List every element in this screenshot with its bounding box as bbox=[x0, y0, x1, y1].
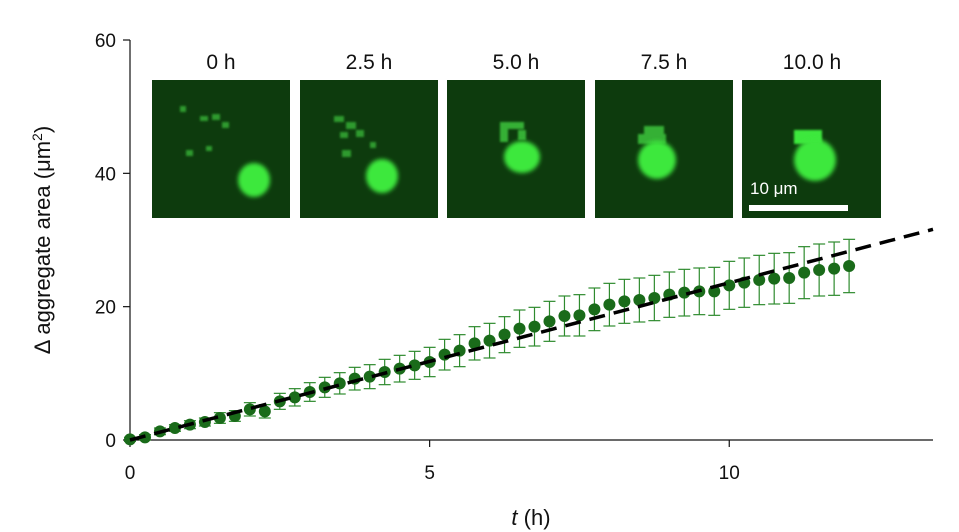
panel-label-3: 7.5 h bbox=[641, 51, 688, 74]
data-point-27 bbox=[528, 320, 541, 333]
data-point-23 bbox=[468, 337, 481, 350]
data-point-35 bbox=[648, 292, 661, 304]
data-point-40 bbox=[723, 279, 736, 292]
panel-label-0: 0 h bbox=[206, 51, 235, 74]
data-point-25 bbox=[498, 328, 511, 341]
y-ticks: 0 20 40 60 bbox=[95, 31, 130, 452]
data-point-29 bbox=[558, 310, 571, 322]
data-point-6 bbox=[213, 412, 226, 424]
data-point-9 bbox=[258, 405, 271, 418]
data-point-34 bbox=[633, 294, 646, 306]
micrograph-3 bbox=[595, 80, 733, 218]
y-tick-label-2: 40 bbox=[95, 164, 116, 185]
panel-label-4: 10.0 h bbox=[783, 51, 841, 74]
data-point-30 bbox=[573, 309, 586, 322]
micrograph-4: 10 μm bbox=[742, 80, 881, 218]
y-tick-label-3: 60 bbox=[95, 31, 116, 52]
data-point-32 bbox=[603, 298, 616, 311]
micrograph-2 bbox=[447, 80, 585, 218]
x-tick-label-0: 0 bbox=[125, 463, 136, 484]
data-point-43 bbox=[768, 272, 781, 285]
data-point-31 bbox=[588, 303, 601, 316]
scale-bar-label: 10 μm bbox=[750, 179, 798, 198]
panel-label-1: 2.5 h bbox=[346, 51, 393, 74]
panel-label-2: 5.0 h bbox=[493, 51, 540, 74]
y-tick-label-1: 20 bbox=[95, 298, 116, 319]
data-point-26 bbox=[513, 322, 526, 335]
data-point-28 bbox=[543, 315, 556, 328]
inset-panels: 0 h 2.5 h 5.0 h 7.5 h 10.0 h bbox=[152, 51, 881, 218]
data-point-11 bbox=[288, 391, 301, 404]
data-point-16 bbox=[363, 370, 376, 383]
scale-bar bbox=[749, 205, 848, 211]
y-tick-label-0: 0 bbox=[105, 431, 116, 452]
data-point-42 bbox=[753, 274, 766, 286]
data-point-47 bbox=[828, 262, 841, 275]
micrograph-0 bbox=[152, 80, 290, 218]
x-ticks: 0 5 10 bbox=[125, 440, 740, 484]
data-point-8 bbox=[243, 403, 256, 416]
y-axis-title: Δ aggregate area (μm2) bbox=[29, 126, 55, 354]
data-point-44 bbox=[783, 272, 796, 284]
x-tick-label-1: 5 bbox=[424, 463, 435, 484]
x-tick-label-2: 10 bbox=[719, 463, 740, 484]
fit-line bbox=[129, 227, 934, 442]
data-point-46 bbox=[813, 264, 826, 276]
data-point-45 bbox=[798, 266, 811, 279]
x-axis-title: t (h) bbox=[511, 505, 550, 530]
data-point-33 bbox=[618, 295, 631, 308]
data-point-37 bbox=[678, 286, 691, 299]
micrograph-1 bbox=[300, 80, 438, 218]
data-point-48 bbox=[843, 260, 856, 272]
data-point-19 bbox=[408, 359, 421, 372]
data-point-3 bbox=[168, 422, 181, 434]
